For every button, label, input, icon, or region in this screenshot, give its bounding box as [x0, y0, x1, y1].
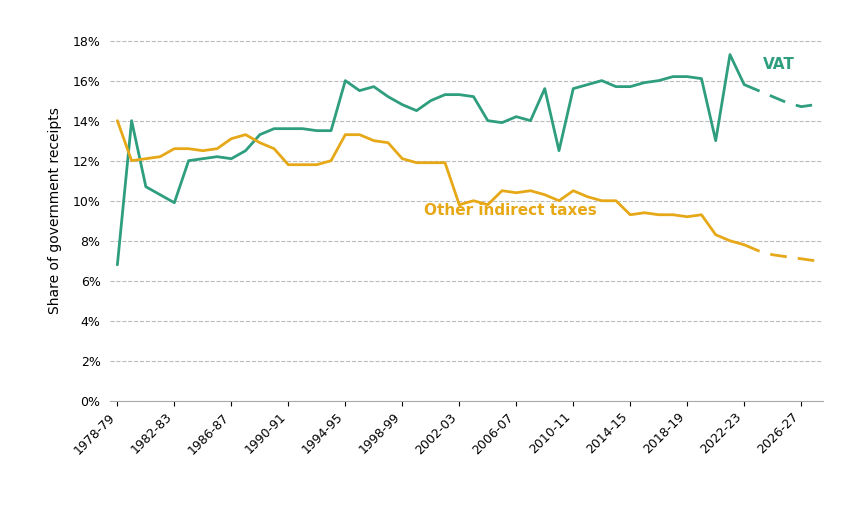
Text: VAT: VAT [762, 57, 795, 72]
Text: Other indirect taxes: Other indirect taxes [424, 203, 596, 218]
Y-axis label: Share of government receipts: Share of government receipts [47, 107, 62, 314]
